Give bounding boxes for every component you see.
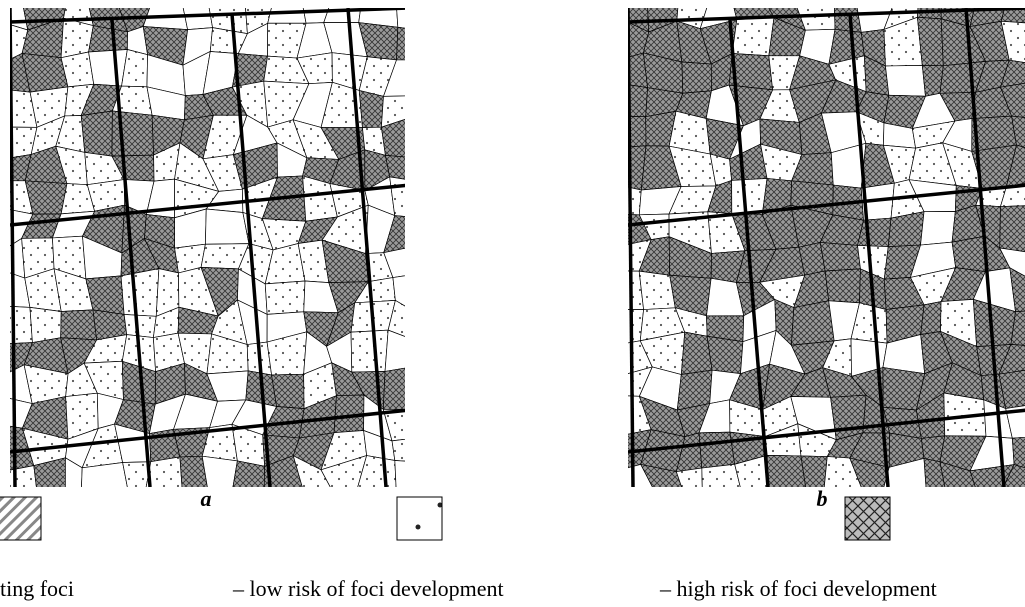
- parcel: [952, 236, 985, 271]
- parcel: [397, 27, 420, 60]
- parcel: [123, 462, 151, 495]
- legend-label: – low risk of foci development: [232, 576, 504, 601]
- parcel: [385, 330, 420, 371]
- parcel: [732, 178, 767, 214]
- parcel: [392, 437, 420, 462]
- figure: a b ting foci – low risk of foci develop…: [0, 0, 1025, 607]
- parcel: [0, 306, 32, 344]
- parcel: [124, 314, 156, 337]
- parcel: [885, 65, 925, 96]
- parcel: [618, 53, 648, 88]
- parcel: [732, 18, 774, 56]
- parcel: [682, 62, 712, 93]
- parcel: [25, 181, 67, 214]
- parcel: [30, 307, 61, 342]
- parcel: [22, 53, 68, 92]
- parcel: [791, 301, 834, 345]
- parcel: [825, 269, 860, 303]
- legend-label: ting foci: [0, 576, 74, 601]
- parcel: [618, 116, 646, 147]
- parcel: [921, 302, 941, 335]
- parcel: [81, 111, 112, 156]
- panel-label: b: [817, 486, 828, 511]
- parcel: [618, 83, 648, 117]
- parcel: [396, 0, 420, 30]
- map-b: [618, 0, 1025, 495]
- parcel: [359, 90, 383, 127]
- parcel: [89, 49, 128, 86]
- parcel: [676, 468, 702, 495]
- legend-swatch: [845, 497, 890, 540]
- parcel: [205, 209, 249, 244]
- parcel: [1001, 0, 1025, 24]
- parcel: [112, 111, 154, 156]
- parcel: [265, 281, 305, 314]
- parcel: [272, 374, 305, 408]
- panel-label: a: [201, 486, 212, 511]
- parcel: [707, 336, 743, 373]
- parcel: [1000, 205, 1025, 253]
- parcel: [395, 460, 420, 495]
- parcel: [0, 466, 37, 495]
- parcel: [767, 455, 807, 495]
- parcel: [921, 211, 956, 245]
- legend-swatch: [0, 497, 41, 540]
- map-a: [0, 0, 420, 495]
- parcel: [390, 177, 420, 218]
- legend-swatch: [397, 497, 442, 540]
- legend-label: – high risk of foci development: [659, 576, 937, 601]
- parcel: [121, 269, 159, 317]
- parcel: [232, 461, 265, 495]
- parcel: [351, 330, 388, 372]
- parcel: [699, 432, 735, 468]
- parcel: [81, 463, 129, 495]
- parcel: [383, 366, 420, 410]
- parcel: [61, 310, 97, 340]
- parcel: [820, 242, 860, 271]
- parcel: [917, 17, 943, 66]
